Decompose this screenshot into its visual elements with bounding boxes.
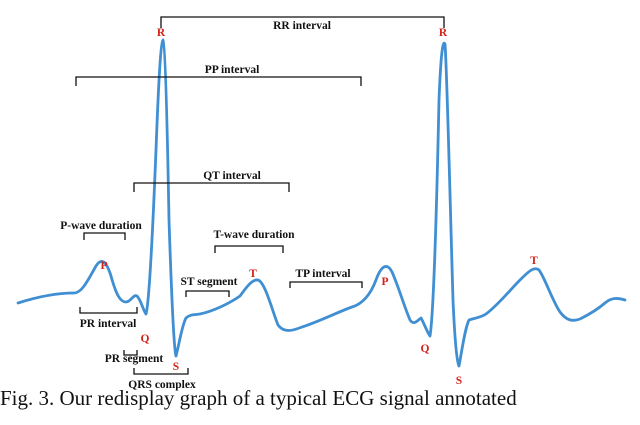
st-segment-label: ST segment	[181, 276, 238, 288]
r-wave-label-1: R	[157, 27, 166, 39]
ecg-trace	[16, 38, 627, 368]
q-wave-label-2: Q	[421, 343, 430, 355]
pr-segment-bracket	[123, 350, 138, 356]
p-wave-duration-bracket	[83, 232, 126, 240]
pr-segment-label: PR segment	[105, 353, 164, 365]
rr-interval-bracket	[160, 16, 445, 28]
t-wave-label-1: T	[249, 268, 257, 280]
t-wave-label-2: T	[530, 255, 538, 267]
p-wave-duration-label: P-wave duration	[60, 220, 142, 232]
figure-caption: Fig. 3. Our redisplay graph of a typical…	[0, 386, 517, 410]
s-wave-label-2: S	[456, 375, 462, 387]
r-wave-label-2: R	[439, 27, 448, 39]
tp-interval-bracket	[289, 281, 363, 288]
pr-interval-label: PR interval	[80, 318, 137, 330]
pr-interval-bracket	[79, 307, 138, 314]
qrs-complex-bracket	[133, 368, 189, 375]
t-wave-duration-label: T-wave duration	[213, 229, 295, 241]
qrs-complex-label: QRS complex	[128, 379, 196, 391]
rr-interval-label: RR interval	[273, 20, 331, 32]
s-wave-label-1: S	[173, 361, 179, 373]
qt-interval-label: QT interval	[203, 170, 261, 182]
qt-interval-bracket	[133, 182, 290, 192]
pp-interval-label: PP interval	[205, 64, 260, 76]
p-wave-label-1: P	[100, 260, 107, 272]
pp-interval-bracket	[75, 76, 362, 86]
tp-interval-label: TP interval	[295, 268, 350, 280]
q-wave-label-1: Q	[141, 333, 150, 345]
st-segment-bracket	[185, 290, 230, 297]
t-wave-duration-bracket	[214, 245, 284, 253]
p-wave-label-2: P	[381, 276, 388, 288]
